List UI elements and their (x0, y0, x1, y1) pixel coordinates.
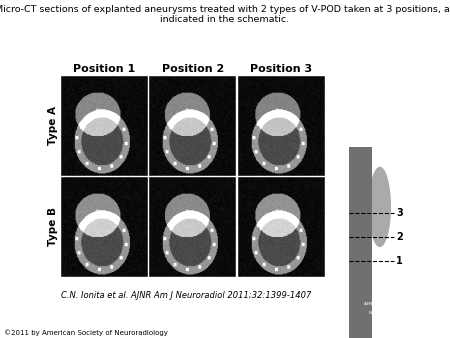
Ellipse shape (369, 167, 391, 247)
Text: 1: 1 (396, 256, 403, 266)
Text: AMERICAN JOURNAL OF: AMERICAN JOURNAL OF (364, 301, 415, 306)
Text: ©2011 by American Society of Neuroradiology: ©2011 by American Society of Neuroradiol… (4, 330, 168, 336)
Text: Position 1: Position 1 (73, 64, 135, 74)
Text: indicated in the schematic.: indicated in the schematic. (161, 15, 289, 24)
Bar (349, 147, 372, 338)
Text: 3: 3 (396, 208, 403, 218)
Text: NEURORADIOLOGY: NEURORADIOLOGY (369, 311, 410, 315)
Text: C.N. Ionita et al. AJNR Am J Neuroradiol 2011;32:1399-1407: C.N. Ionita et al. AJNR Am J Neuroradiol… (61, 291, 311, 300)
Bar (349, 147, 372, 338)
Text: Micro-CT sections of explanted aneurysms treated with 2 types of V-POD taken at : Micro-CT sections of explanted aneurysms… (0, 5, 450, 14)
Text: AJNR: AJNR (279, 300, 344, 325)
Text: 2: 2 (396, 232, 403, 242)
Text: Type B: Type B (49, 208, 58, 246)
Text: Position 2: Position 2 (162, 64, 224, 74)
Text: Type A: Type A (49, 106, 58, 145)
Text: Position 3: Position 3 (250, 64, 313, 74)
